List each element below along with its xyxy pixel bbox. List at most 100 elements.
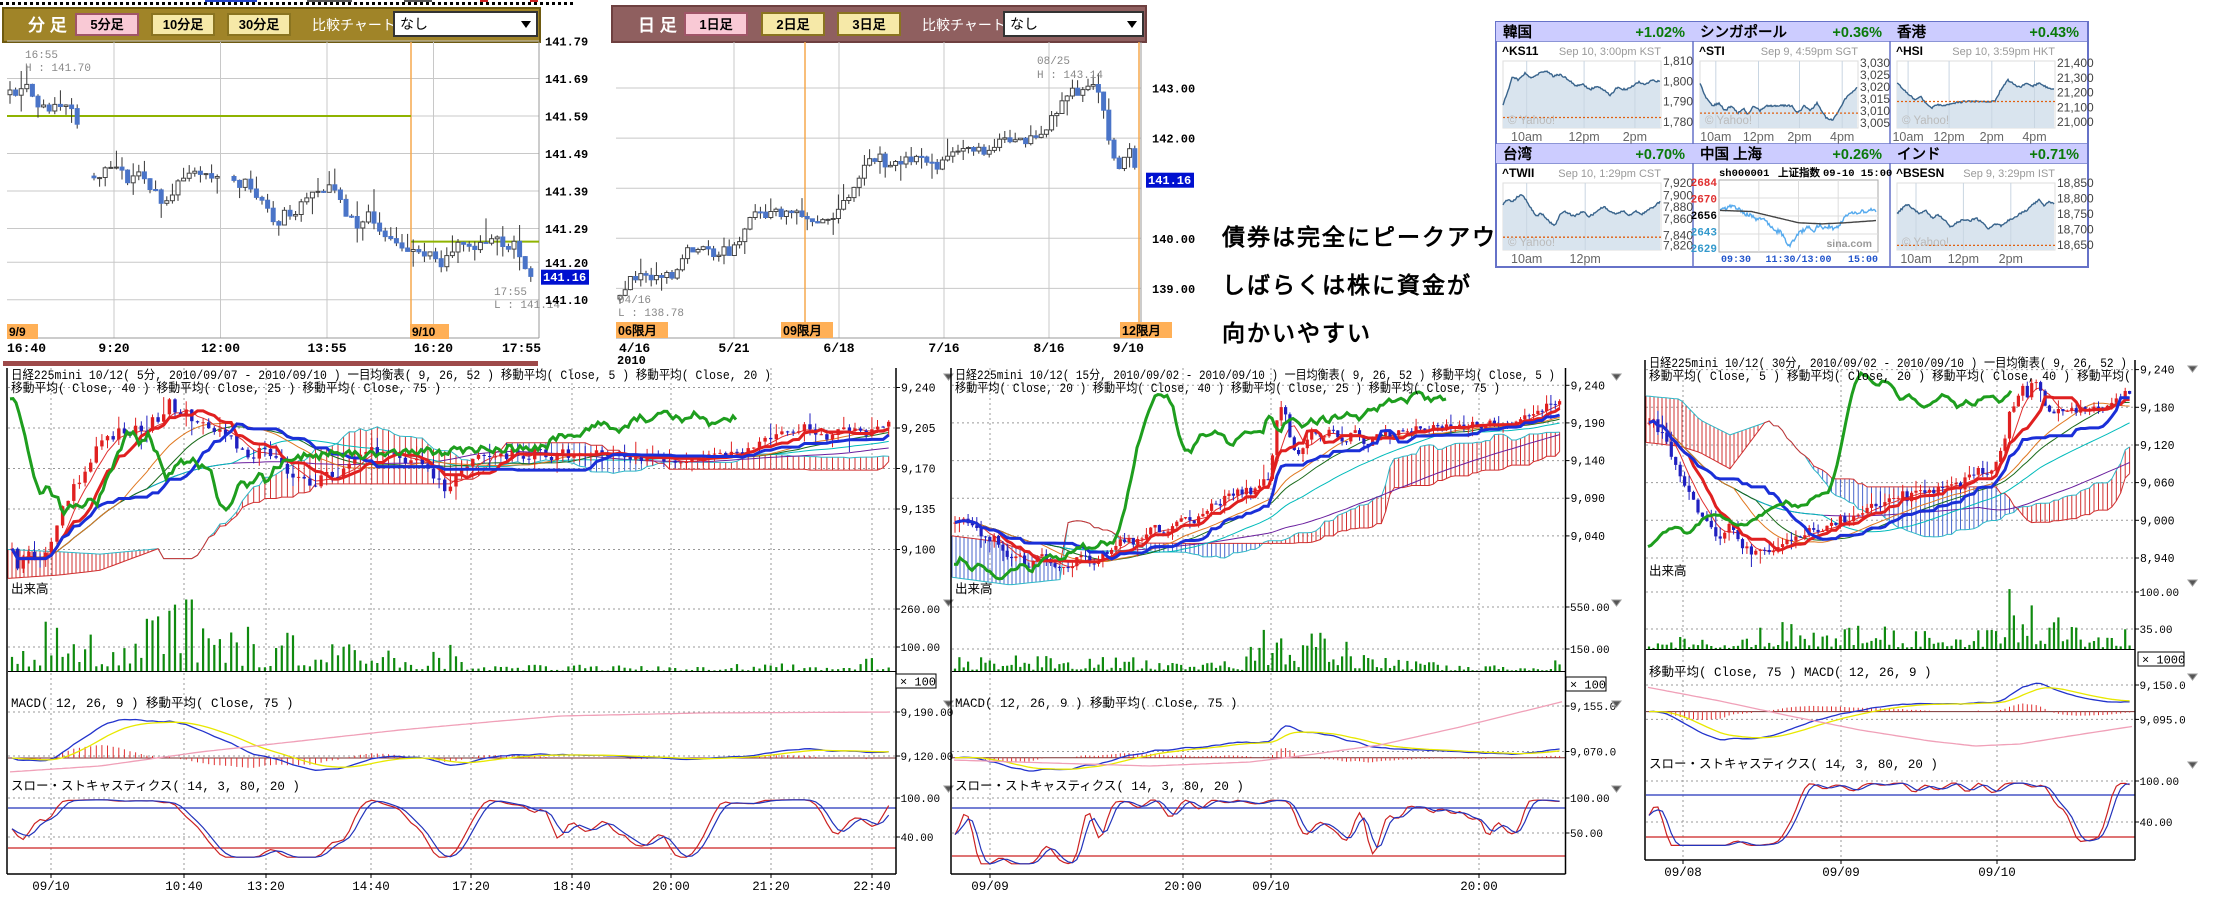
svg-text:2629: 2629	[1691, 244, 1717, 256]
svg-text:12pm: 12pm	[1570, 252, 1601, 266]
svg-text:出来高: 出来高	[1649, 563, 1687, 579]
svg-text:2643: 2643	[1691, 228, 1718, 240]
svg-text:^STI: ^STI	[1699, 44, 1725, 58]
svg-text:12pm: 12pm	[1933, 130, 1964, 144]
svg-text:7,820: 7,820	[1663, 239, 1693, 253]
svg-text:20:00: 20:00	[652, 880, 690, 894]
svg-text:08/25: 08/25	[1037, 56, 1070, 68]
svg-text:18,650: 18,650	[2057, 238, 2094, 252]
svg-text:4pm: 4pm	[1830, 130, 1854, 144]
svg-text:100.00: 100.00	[901, 643, 941, 655]
svg-text:9,090: 9,090	[1571, 493, 1606, 506]
svg-text:移動平均( Close, 75 ) MACD( 12,: 移動平均( Close, 75 ) MACD( 12, 26, 9 )	[1649, 665, 1932, 680]
svg-text:H : 143.14: H : 143.14	[1037, 70, 1103, 82]
svg-text:比較チャート: 比較チャート	[922, 17, 1006, 33]
svg-text:9,150.0: 9,150.0	[2140, 681, 2186, 693]
svg-text:3,030: 3,030	[1860, 56, 1890, 70]
svg-text:9,190.00: 9,190.00	[901, 708, 954, 720]
svg-text:中国 上海: 中国 上海	[1700, 145, 1763, 163]
svg-text:100.00: 100.00	[2140, 588, 2180, 600]
svg-text:100.00: 100.00	[1570, 794, 1610, 806]
svg-text:21,300: 21,300	[2057, 71, 2094, 85]
svg-text:1,790: 1,790	[1663, 95, 1693, 109]
svg-text:© Yahoo!: © Yahoo!	[1902, 237, 1949, 249]
svg-text:9/10: 9/10	[412, 325, 436, 339]
svg-text:12:00: 12:00	[201, 341, 240, 356]
svg-text:9,190: 9,190	[1571, 418, 1606, 431]
svg-text:141.10: 141.10	[545, 294, 588, 308]
svg-text:移動平均( Close, 5 ) 移動平均( Close: 移動平均( Close, 5 ) 移動平均( Close, 20 ) 移動平均(…	[1649, 369, 2131, 384]
svg-text:日経225mini 10/12( 15分, 2010/09/: 日経225mini 10/12( 15分, 2010/09/02 - 2010/…	[955, 368, 1555, 383]
svg-text:141.20: 141.20	[545, 257, 588, 271]
svg-text:3,005: 3,005	[1860, 116, 1890, 130]
svg-text:143.00: 143.00	[1152, 83, 1195, 97]
svg-text:× 1000: × 1000	[2142, 654, 2185, 668]
svg-text:9,120: 9,120	[2140, 440, 2175, 453]
svg-text:139.00: 139.00	[1152, 283, 1195, 297]
svg-text:インド: インド	[1897, 147, 1941, 163]
svg-text:3,020: 3,020	[1860, 80, 1890, 94]
svg-text:5分足: 5分足	[90, 17, 124, 32]
svg-text:10am: 10am	[1511, 252, 1542, 266]
svg-text:スロー・ストキャスティクス( 14, 3, 80, 20 ): スロー・ストキャスティクス( 14, 3, 80, 20 )	[1649, 757, 1938, 772]
svg-text:9,240: 9,240	[1571, 380, 1606, 393]
svg-text:09限月: 09限月	[783, 323, 822, 338]
svg-text:日経225mini 10/12( 30分, 2010/09/: 日経225mini 10/12( 30分, 2010/09/02 - 2010/…	[1649, 356, 2127, 371]
svg-text:+1.02%: +1.02%	[1635, 25, 1685, 41]
svg-text:9,120.00: 9,120.00	[901, 752, 954, 764]
svg-text:100.00: 100.00	[2140, 777, 2180, 789]
svg-text:260.00: 260.00	[901, 605, 941, 617]
svg-text:比較チャート: 比較チャート	[312, 17, 396, 33]
svg-text:2010: 2010	[617, 354, 646, 368]
svg-text:L : 141.14: L : 141.14	[494, 300, 560, 312]
svg-text:9,135: 9,135	[901, 504, 936, 517]
svg-text:12pm: 12pm	[1568, 130, 1599, 144]
svg-text:21,200: 21,200	[2057, 86, 2094, 100]
svg-text:17:55: 17:55	[502, 341, 541, 356]
svg-text:スロー・ストキャスティクス( 14, 3, 80, 20 ): スロー・ストキャスティクス( 14, 3, 80, 20 )	[955, 779, 1244, 794]
svg-text:9:20: 9:20	[98, 341, 129, 356]
svg-text:香港: 香港	[1897, 23, 1926, 41]
svg-text:© Yahoo!: © Yahoo!	[1902, 115, 1949, 127]
svg-text:スロー・ストキャスティクス( 14, 3, 80, 20 ): スロー・ストキャスティクス( 14, 3, 80, 20 )	[11, 779, 300, 794]
svg-text:15:00: 15:00	[1848, 255, 1878, 266]
svg-text:09/08: 09/08	[1664, 866, 1702, 880]
svg-text:Sep 10, 3:59pm HKT: Sep 10, 3:59pm HKT	[1952, 46, 2055, 58]
svg-text:142.00: 142.00	[1152, 133, 1195, 147]
svg-text:© Yahoo!: © Yahoo!	[1508, 237, 1555, 249]
svg-text:出来高: 出来高	[955, 581, 993, 597]
svg-text:10分足: 10分足	[163, 17, 204, 32]
svg-text:10am: 10am	[1511, 130, 1542, 144]
svg-text:10:40: 10:40	[165, 880, 203, 894]
svg-text:09/10: 09/10	[1978, 866, 2016, 880]
svg-text:16:20: 16:20	[414, 341, 453, 356]
svg-text:+0.36%: +0.36%	[1832, 25, 1882, 41]
svg-text:100.00: 100.00	[901, 794, 941, 806]
svg-text:上证指数: 上证指数	[1778, 166, 1820, 179]
svg-text:7,840: 7,840	[1663, 229, 1693, 243]
svg-text:9,070.0: 9,070.0	[1570, 748, 1616, 760]
svg-text:3,010: 3,010	[1860, 104, 1890, 118]
svg-text:9,060: 9,060	[2140, 478, 2175, 491]
svg-text:3,025: 3,025	[1860, 68, 1890, 82]
svg-text:18:40: 18:40	[553, 880, 591, 894]
svg-text:^HSI: ^HSI	[1896, 44, 1923, 58]
svg-text:9,095.0: 9,095.0	[2140, 715, 2186, 727]
svg-text:7/16: 7/16	[928, 341, 959, 356]
svg-text:141.16: 141.16	[1148, 174, 1191, 188]
svg-text:× 100: × 100	[900, 676, 936, 690]
svg-text:141.59: 141.59	[545, 111, 588, 125]
svg-text:8/16: 8/16	[1033, 341, 1064, 356]
svg-text:4/16: 4/16	[619, 341, 650, 356]
svg-text:9,205: 9,205	[901, 423, 936, 436]
svg-text:10am: 10am	[1892, 130, 1923, 144]
svg-text:12pm: 12pm	[1948, 252, 1979, 266]
svg-text:18,700: 18,700	[2057, 223, 2094, 237]
svg-text:7,880: 7,880	[1663, 200, 1693, 214]
svg-text:分 足: 分 足	[28, 16, 67, 35]
svg-text:7,900: 7,900	[1663, 188, 1693, 202]
svg-text:16:55: 16:55	[25, 50, 58, 62]
svg-text:12限月: 12限月	[1122, 323, 1161, 338]
svg-text:2670: 2670	[1691, 195, 1717, 207]
svg-text:2pm: 2pm	[1999, 252, 2023, 266]
